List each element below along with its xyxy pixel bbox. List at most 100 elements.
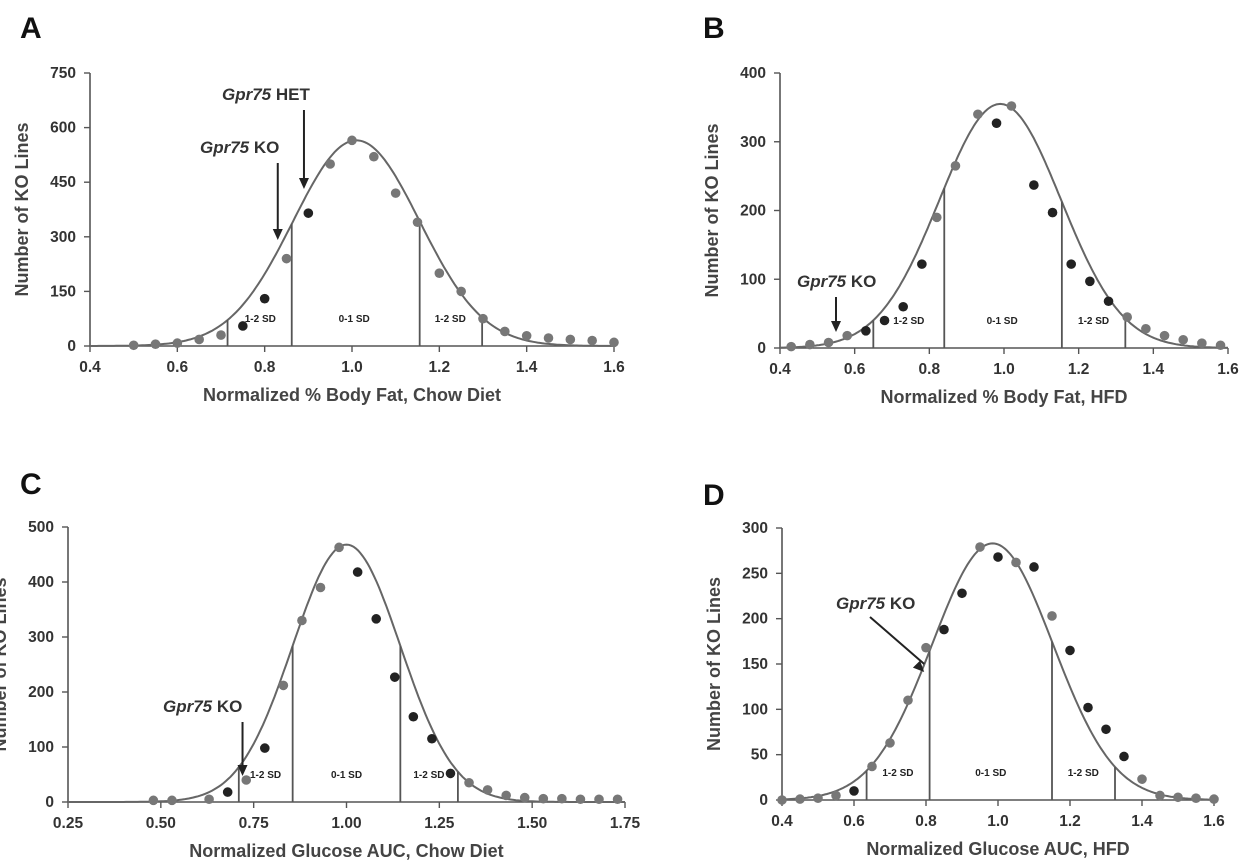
data-point-black — [1047, 207, 1058, 218]
data-point-gray — [148, 795, 159, 806]
data-point-gray — [1006, 101, 1017, 111]
data-point-gray — [150, 339, 161, 349]
data-point-gray — [805, 339, 815, 350]
chart-panel-b: B 0 100 200 300 400 0.4 0.6 0.8 1.0 1.2 1.4 1.6 Norma… — [702, 12, 1239, 407]
x-axis-title: Normalized Glucose AUC, HFD — [866, 839, 1129, 859]
arrowhead — [272, 229, 283, 240]
x-tick-label: 0.8 — [254, 359, 276, 376]
x-tick-label: 0.25 — [53, 815, 84, 832]
y-tick-label: 0 — [757, 340, 766, 357]
x-tick-label: 1.4 — [1131, 813, 1153, 830]
data-point-black — [1085, 276, 1095, 287]
x-tick-label: 0.6 — [844, 361, 866, 378]
y-tick-label: 200 — [742, 611, 768, 628]
sd-band-label: 0-1 SD — [987, 316, 1018, 327]
data-point-gray — [325, 159, 335, 169]
data-point-gray — [1178, 334, 1188, 345]
x-tick-label: 0.8 — [919, 361, 941, 378]
data-point-gray — [204, 794, 214, 805]
data-point-gray — [501, 790, 511, 801]
data-point-gray — [538, 793, 549, 804]
x-tick-label: 1.2 — [429, 359, 451, 376]
sd-band-label: 0-1 SD — [331, 770, 362, 781]
data-point-gray — [1209, 794, 1219, 804]
data-point-gray — [128, 340, 139, 351]
data-point-gray — [594, 794, 604, 805]
data-point-black — [1029, 180, 1039, 190]
gpr75-annotation: Gpr75 KO — [200, 138, 279, 157]
data-point-black — [1083, 702, 1093, 713]
arrowhead — [298, 178, 309, 189]
data-point-gray — [369, 151, 379, 162]
data-point-gray — [973, 109, 983, 120]
data-point-black — [1066, 259, 1076, 269]
y-tick-label: 100 — [740, 271, 766, 288]
y-tick-label: 750 — [50, 65, 76, 82]
x-tick-label: 1.00 — [331, 815, 361, 832]
data-point-black — [1029, 562, 1039, 572]
gpr75-annotation: Gpr75 KO — [836, 594, 915, 613]
x-tick-label: 1.2 — [1068, 361, 1090, 378]
y-tick-label: 100 — [742, 701, 768, 718]
y-axis-title: Number of KO Lines — [704, 577, 724, 751]
data-point-gray — [390, 188, 401, 198]
data-point-black — [238, 321, 248, 331]
chart-panel-a: A 0 150 300 450 600 750 0.4 0.6 0.8 1.0 1.2 1.4 1.6 No… — [12, 12, 625, 405]
x-tick-label: 1.6 — [1217, 361, 1239, 378]
data-point-gray — [521, 331, 532, 341]
x-axis-title: Normalized Glucose AUC, Chow Diet — [189, 841, 503, 861]
y-tick-label: 200 — [740, 203, 766, 220]
data-point-gray — [1047, 611, 1057, 621]
data-point-black — [260, 743, 270, 753]
y-axis-title: Number of KO Lines — [0, 577, 10, 751]
arrowhead — [831, 321, 841, 332]
x-tick-label: 1.2 — [1059, 813, 1081, 830]
y-tick-label: 500 — [28, 519, 54, 536]
data-point-black — [879, 315, 890, 326]
data-point-gray — [194, 334, 204, 345]
y-tick-label: 250 — [742, 565, 768, 582]
data-point-gray — [167, 795, 177, 806]
data-point-black — [991, 118, 1002, 128]
data-point-gray — [1155, 790, 1165, 801]
data-point-black — [898, 301, 908, 312]
x-tick-label: 1.0 — [993, 361, 1015, 378]
data-point-black — [861, 326, 871, 336]
data-point-gray — [575, 794, 586, 805]
data-point-gray — [543, 333, 554, 343]
data-point-gray — [241, 775, 252, 785]
sd-band-label: 1-2 SD — [1078, 316, 1109, 327]
panel-letter: B — [703, 12, 725, 45]
y-tick-label: 150 — [742, 656, 768, 673]
data-point-gray — [565, 334, 576, 345]
data-point-black — [352, 567, 363, 577]
y-tick-label: 100 — [28, 739, 54, 756]
x-axis-title: Normalized % Body Fat, Chow Diet — [203, 385, 501, 405]
sd-band-label: 1-2 SD — [1068, 768, 1099, 779]
data-point-black — [427, 733, 437, 744]
data-point-black — [957, 588, 967, 599]
x-tick-label: 1.6 — [603, 359, 625, 376]
data-point-gray — [932, 212, 942, 223]
x-tick-label: 0.50 — [146, 815, 176, 832]
fit-curve — [779, 102, 1228, 349]
x-tick-label: 1.75 — [610, 815, 641, 832]
data-point-gray — [885, 738, 895, 748]
data-point-black — [259, 293, 270, 304]
data-point-gray — [1159, 330, 1170, 341]
x-tick-label: 0.75 — [239, 815, 270, 832]
sd-band-label: 0-1 SD — [975, 768, 1006, 779]
data-point-black — [1103, 296, 1114, 307]
data-point-gray — [813, 793, 823, 803]
sd-band-label: 1-2 SD — [250, 770, 281, 781]
data-point-gray — [519, 792, 530, 803]
data-point-gray — [612, 794, 623, 805]
fit-curve — [68, 543, 625, 803]
y-tick-label: 300 — [50, 229, 76, 246]
sd-band-label: 1-2 SD — [245, 314, 276, 325]
x-tick-label: 1.6 — [1203, 813, 1225, 830]
y-tick-label: 150 — [50, 283, 76, 300]
data-point-gray — [557, 793, 567, 804]
data-point-gray — [1137, 774, 1147, 784]
data-point-black — [993, 552, 1003, 562]
